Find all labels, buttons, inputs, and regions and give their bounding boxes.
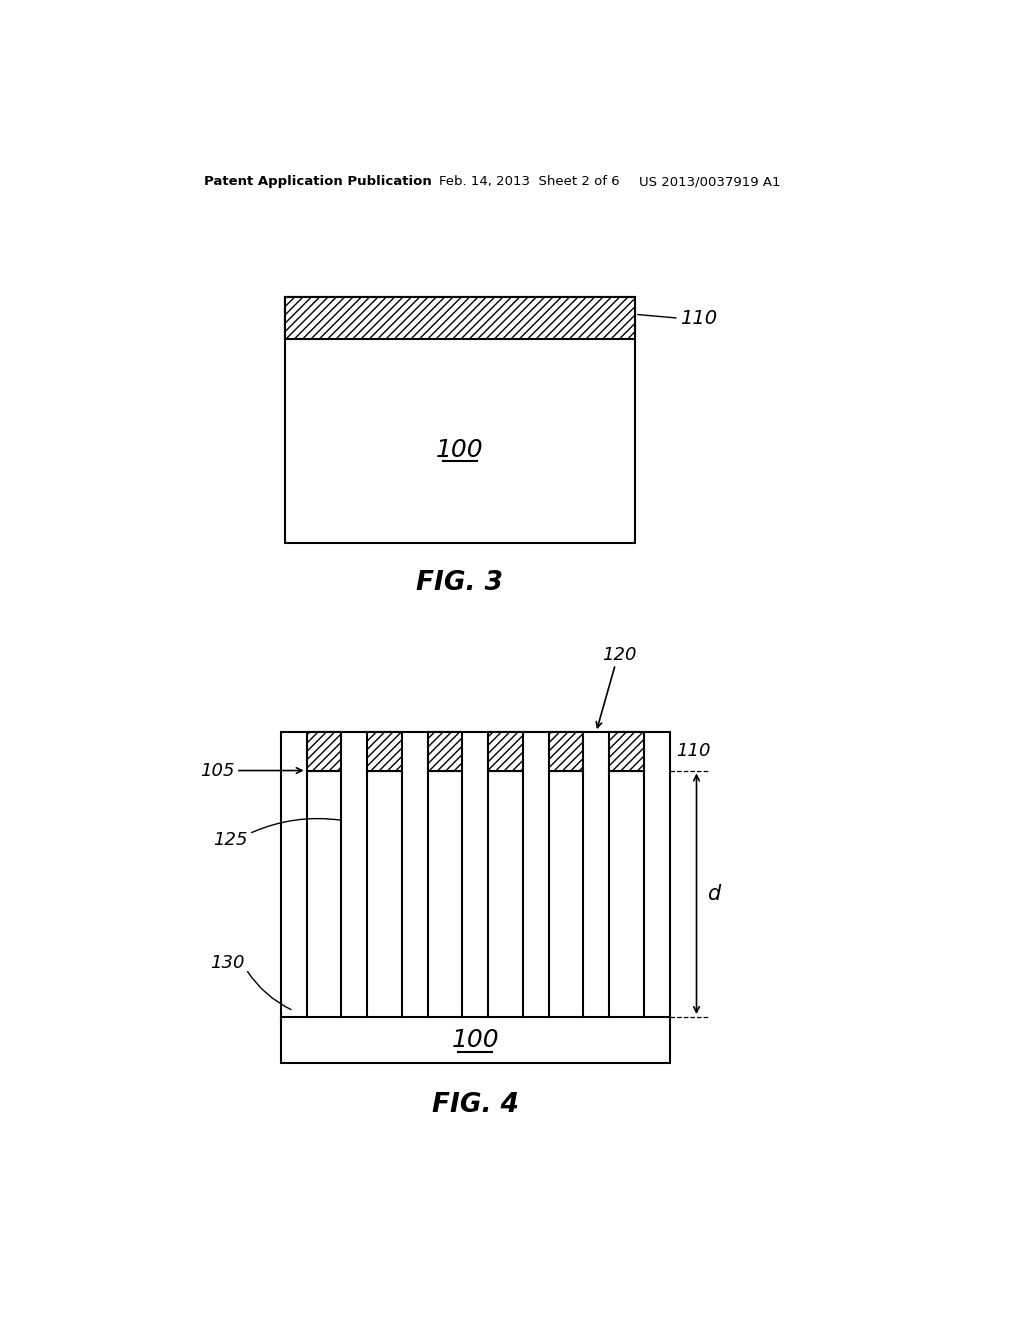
- Bar: [306, 771, 341, 1016]
- Text: 125: 125: [213, 830, 248, 849]
- Bar: [285, 297, 635, 339]
- Text: 130: 130: [210, 954, 245, 972]
- Bar: [367, 733, 401, 771]
- Bar: [609, 733, 644, 771]
- Bar: [281, 733, 670, 1063]
- Text: d: d: [708, 884, 721, 904]
- Bar: [549, 771, 584, 1016]
- Text: 110: 110: [680, 309, 717, 327]
- Bar: [428, 771, 462, 1016]
- Bar: [367, 771, 401, 1016]
- Bar: [306, 733, 341, 771]
- Bar: [609, 771, 644, 1016]
- Text: Feb. 14, 2013  Sheet 2 of 6: Feb. 14, 2013 Sheet 2 of 6: [438, 176, 620, 187]
- Text: US 2013/0037919 A1: US 2013/0037919 A1: [639, 176, 780, 187]
- Bar: [488, 771, 522, 1016]
- Text: 100: 100: [436, 438, 483, 462]
- Text: 110: 110: [677, 742, 711, 760]
- Text: FIG. 4: FIG. 4: [432, 1093, 518, 1118]
- Bar: [428, 733, 462, 771]
- Bar: [549, 733, 584, 771]
- Text: Patent Application Publication: Patent Application Publication: [204, 176, 431, 187]
- Text: FIG. 3: FIG. 3: [416, 570, 503, 597]
- Text: 120: 120: [602, 645, 637, 664]
- Text: 105: 105: [200, 762, 234, 780]
- Bar: [285, 297, 635, 544]
- Bar: [488, 733, 522, 771]
- Text: 100: 100: [452, 1028, 499, 1052]
